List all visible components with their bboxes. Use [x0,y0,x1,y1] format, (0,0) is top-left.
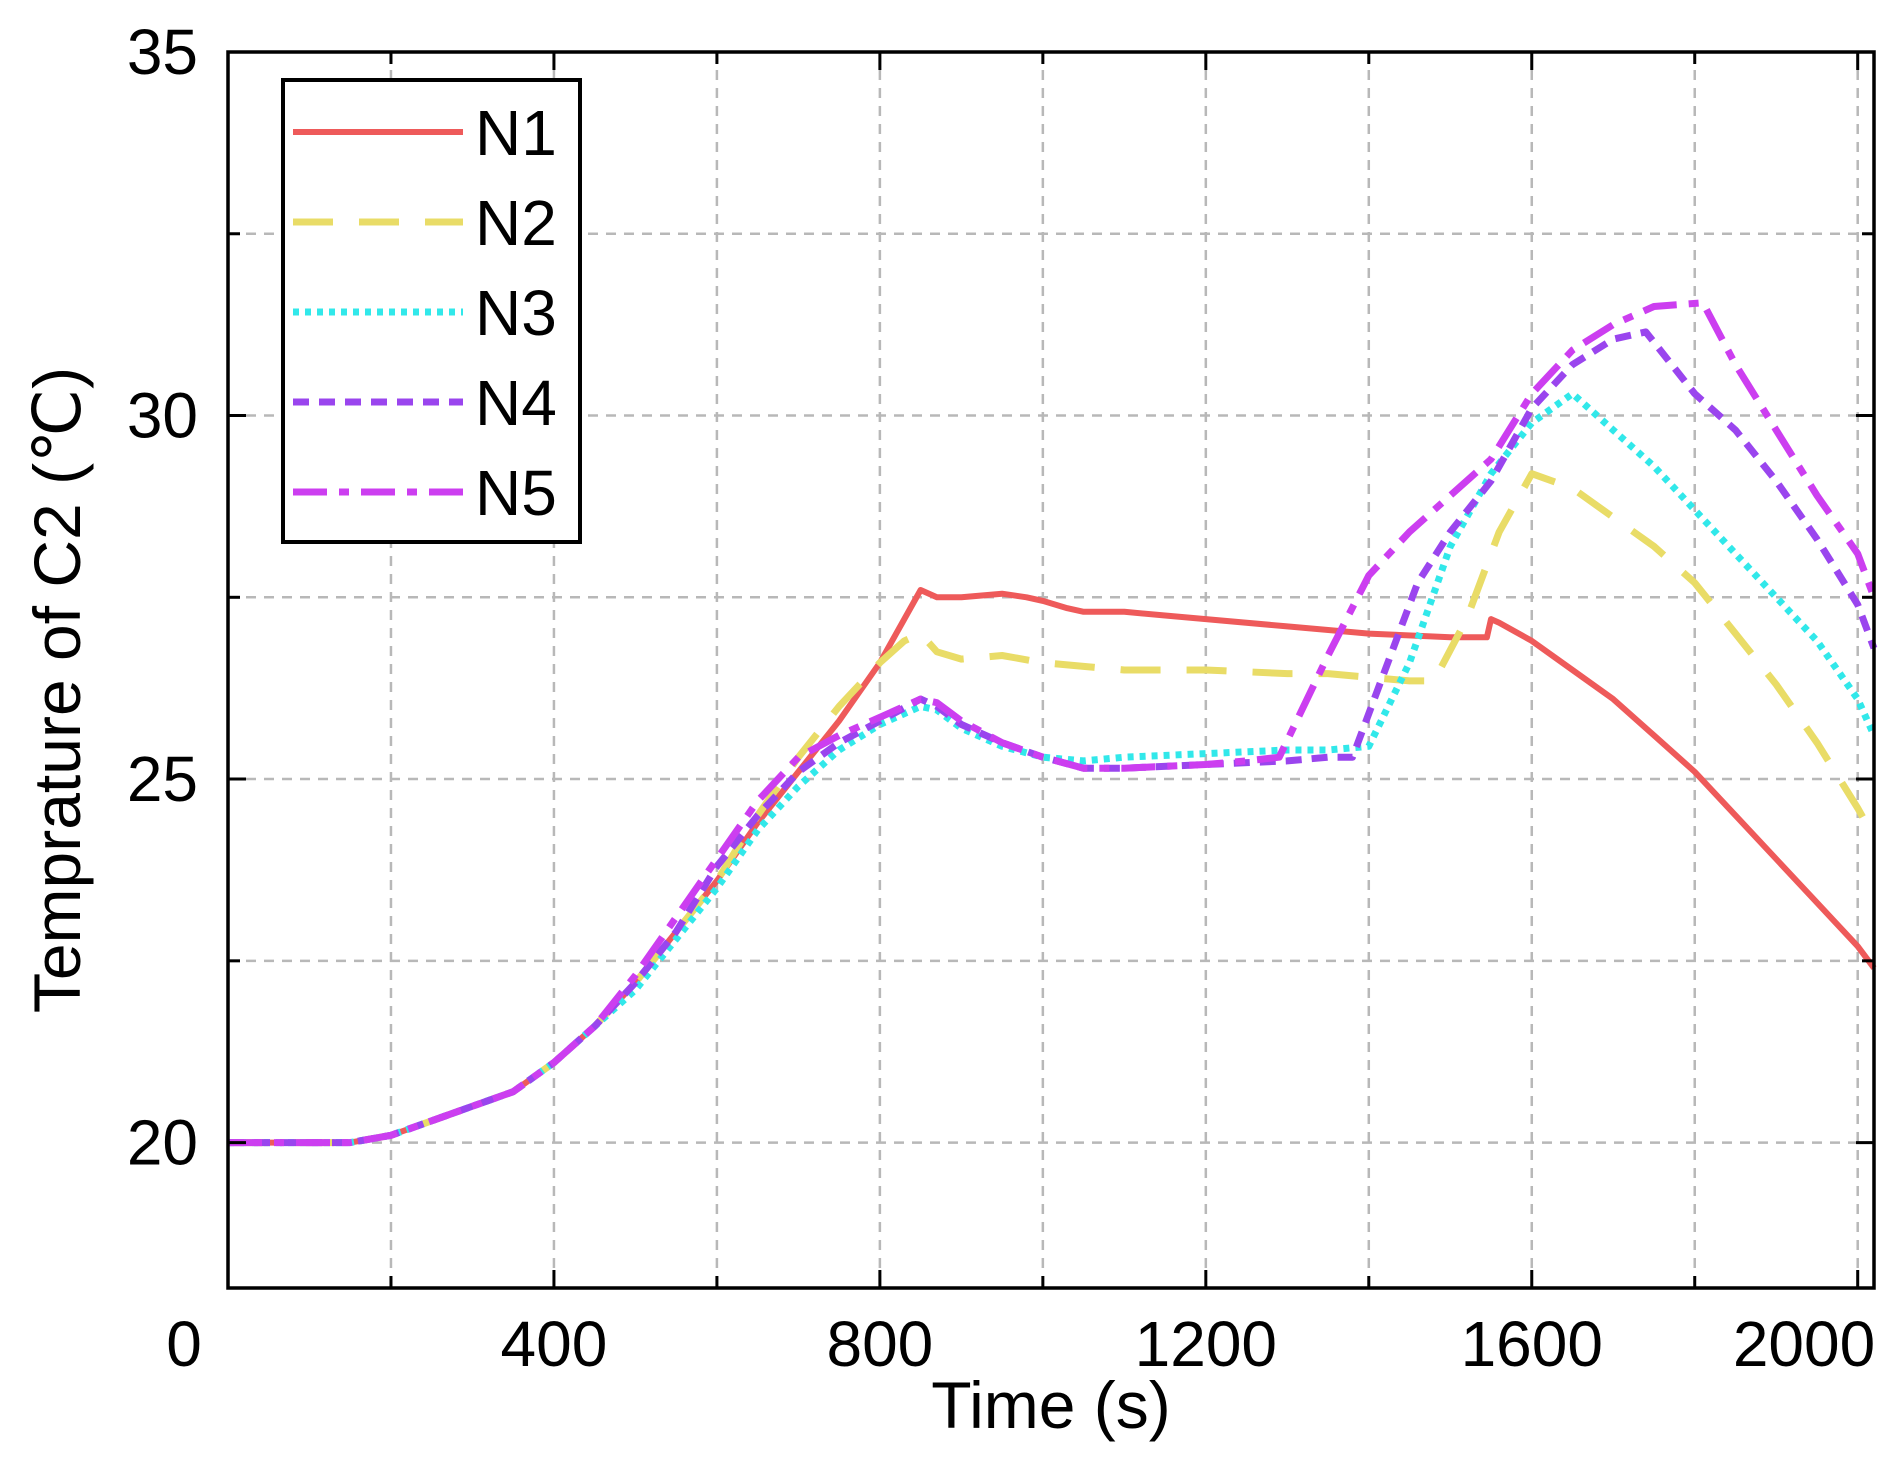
x-axis-title: Time (s) [931,1368,1171,1442]
legend-label-n3: N3 [475,277,557,349]
x-tick-labels: 0 400 800 1200 1600 2000 [166,1308,1875,1380]
x-tick-label: 1600 [1461,1308,1603,1380]
plot-frame [226,50,1876,1290]
y-tick-label: 30 [127,380,198,452]
y-tick-label: 20 [127,1107,198,1179]
series-line-n1 [228,587,1877,1146]
y-tick-label: 25 [127,743,198,815]
x-tick-label: 400 [501,1308,608,1380]
legend-label-n5: N5 [475,457,557,529]
legend-label-n1: N1 [475,97,557,169]
x-tick-label: 2000 [1733,1308,1875,1380]
y-tick-labels: 20 25 30 35 [127,16,198,1179]
x-tick-label: 0 [166,1308,202,1380]
x-tick-label: 800 [826,1308,933,1380]
y-tick-label: 35 [127,16,198,88]
y-axis-title: Temprature of C2 (℃) [20,367,94,1013]
tick-marks [226,50,1874,1288]
series-layer [228,299,1878,1147]
x-tick-label: 1200 [1135,1308,1277,1380]
legend-label-n2: N2 [475,187,557,259]
legend-label-n4: N4 [475,367,557,439]
legend: N1 N2 N3 N4 N5 [281,78,582,544]
series-line-n5 [228,299,1878,1147]
